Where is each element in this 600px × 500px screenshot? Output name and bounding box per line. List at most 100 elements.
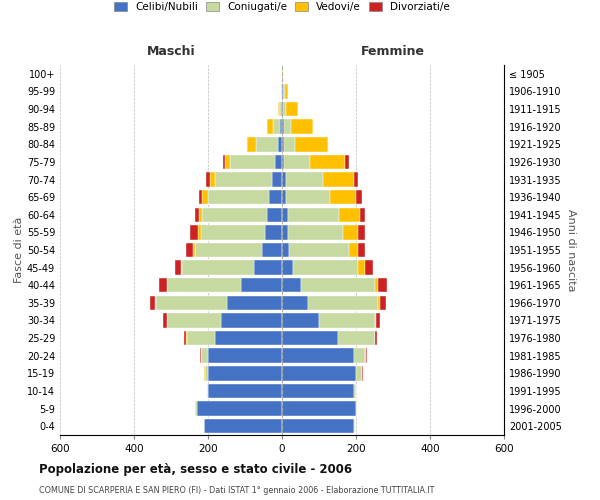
Bar xyxy=(202,190,208,204)
Bar xyxy=(375,331,377,345)
Bar xyxy=(282,102,283,117)
Bar xyxy=(197,402,282,416)
Bar xyxy=(286,102,298,117)
Bar xyxy=(262,243,282,257)
Bar xyxy=(275,154,282,169)
Bar xyxy=(200,348,202,363)
Bar xyxy=(308,296,378,310)
Bar xyxy=(360,208,365,222)
Bar xyxy=(365,260,373,275)
Bar xyxy=(354,172,358,186)
Bar xyxy=(203,366,204,380)
Bar xyxy=(156,296,227,310)
Bar xyxy=(378,296,380,310)
Bar xyxy=(265,225,282,240)
Bar xyxy=(286,190,330,204)
Bar xyxy=(282,137,284,152)
Bar xyxy=(200,225,265,240)
Bar xyxy=(354,384,356,398)
Bar xyxy=(167,278,241,292)
Bar xyxy=(224,154,230,169)
Y-axis label: Anni di nascita: Anni di nascita xyxy=(566,209,575,291)
Bar xyxy=(349,243,358,257)
Bar xyxy=(163,314,167,328)
Bar xyxy=(204,366,205,380)
Bar xyxy=(195,243,262,257)
Bar xyxy=(284,120,291,134)
Bar xyxy=(282,66,283,81)
Bar xyxy=(310,154,345,169)
Bar xyxy=(282,278,301,292)
Bar xyxy=(282,348,354,363)
Bar xyxy=(356,366,362,380)
Bar xyxy=(155,296,156,310)
Bar xyxy=(287,225,343,240)
Bar xyxy=(282,331,337,345)
Bar xyxy=(282,384,354,398)
Bar xyxy=(227,296,282,310)
Bar xyxy=(273,120,280,134)
Bar xyxy=(284,154,310,169)
Bar xyxy=(221,314,282,328)
Bar xyxy=(354,419,355,434)
Bar xyxy=(280,102,281,117)
Bar xyxy=(366,348,367,363)
Bar xyxy=(282,243,289,257)
Bar xyxy=(282,154,284,169)
Bar xyxy=(283,102,286,117)
Bar xyxy=(343,225,358,240)
Bar xyxy=(256,137,278,152)
Bar xyxy=(280,120,282,134)
Bar xyxy=(269,190,282,204)
Bar xyxy=(284,137,295,152)
Text: Popolazione per età, sesso e stato civile - 2006: Popolazione per età, sesso e stato civil… xyxy=(39,463,352,476)
Bar xyxy=(356,402,357,416)
Bar xyxy=(284,84,288,98)
Bar xyxy=(186,331,187,345)
Bar xyxy=(282,402,356,416)
Bar xyxy=(278,137,282,152)
Bar xyxy=(376,314,380,328)
Bar xyxy=(223,154,224,169)
Bar xyxy=(272,172,282,186)
Bar xyxy=(291,120,313,134)
Bar xyxy=(159,278,167,292)
Bar xyxy=(282,84,283,98)
Bar xyxy=(182,260,254,275)
Bar xyxy=(193,243,195,257)
Bar xyxy=(208,366,282,380)
Bar xyxy=(356,190,362,204)
Bar xyxy=(196,402,197,416)
Bar xyxy=(301,278,374,292)
Bar xyxy=(205,366,208,380)
Legend: Celibi/Nubili, Coniugati/e, Vedovi/e, Divorziati/e: Celibi/Nubili, Coniugati/e, Vedovi/e, Di… xyxy=(112,0,452,14)
Bar xyxy=(374,314,376,328)
Bar xyxy=(254,260,282,275)
Bar xyxy=(282,314,319,328)
Bar xyxy=(330,190,356,204)
Bar xyxy=(210,172,215,186)
Bar xyxy=(199,190,202,204)
Bar xyxy=(282,419,354,434)
Bar xyxy=(345,154,349,169)
Bar xyxy=(150,296,155,310)
Bar xyxy=(282,120,284,134)
Bar xyxy=(215,172,272,186)
Bar xyxy=(289,243,349,257)
Bar xyxy=(365,348,366,363)
Bar xyxy=(293,260,358,275)
Bar xyxy=(215,331,282,345)
Bar xyxy=(362,366,363,380)
Bar xyxy=(374,278,378,292)
Bar xyxy=(282,296,308,310)
Bar xyxy=(186,243,193,257)
Bar xyxy=(323,172,354,186)
Bar xyxy=(282,190,286,204)
Bar xyxy=(241,278,282,292)
Bar xyxy=(208,384,282,398)
Bar xyxy=(282,260,293,275)
Bar xyxy=(207,384,208,398)
Bar xyxy=(378,278,388,292)
Bar xyxy=(340,208,360,222)
Bar xyxy=(230,154,275,169)
